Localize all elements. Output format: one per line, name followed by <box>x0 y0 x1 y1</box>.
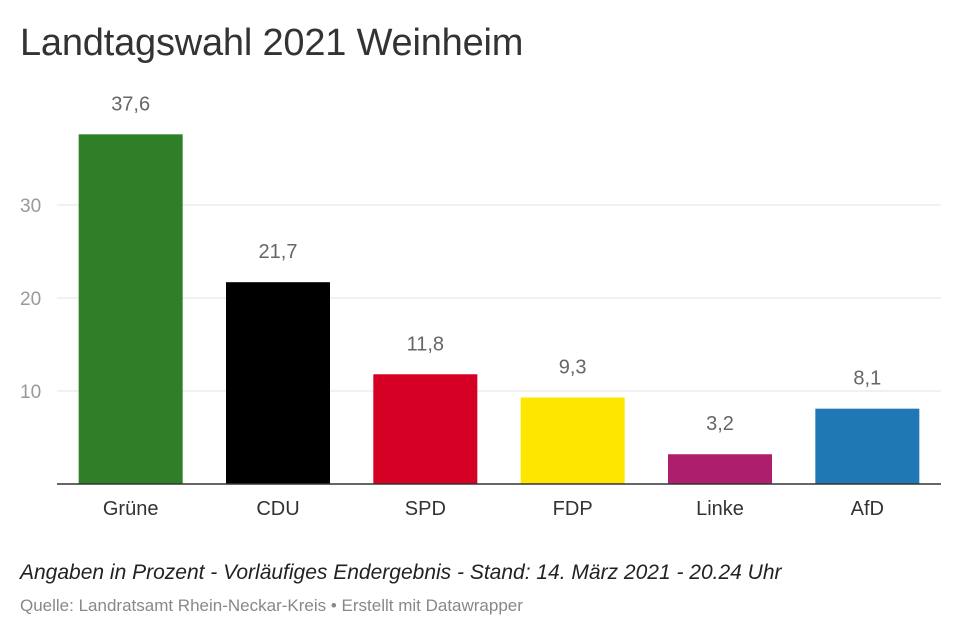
category-labels: Grüne CDU SPD FDP Linke AfD <box>103 498 884 520</box>
bar-spd <box>373 374 478 484</box>
category-label-cdu: CDU <box>256 498 299 520</box>
category-label-spd: SPD <box>405 498 446 520</box>
category-label-afd: AfD <box>851 498 884 520</box>
value-label-fdp: 9,3 <box>559 357 587 379</box>
chart-source: Quelle: Landratsamt Rhein-Neckar-Kreis •… <box>20 596 523 615</box>
value-label-cdu: 21,7 <box>259 241 298 263</box>
category-label-linke: Linke <box>696 498 744 520</box>
value-labels: 37,6 21,7 11,8 9,3 3,2 8,1 <box>111 93 881 435</box>
value-label-spd: 11,8 <box>407 333 444 355</box>
chart-note: Angaben in Prozent - Vorläufiges Enderge… <box>20 561 782 584</box>
bar-linke <box>668 454 772 484</box>
bar-afd <box>815 408 920 484</box>
bar-gr-ne <box>78 134 183 484</box>
value-label-gr-ne: 37,6 <box>111 93 150 115</box>
value-label-afd: 8,1 <box>853 368 881 390</box>
chart-title: Landtagswahl 2021 Weinheim <box>20 22 524 64</box>
bar-fdp <box>520 397 625 484</box>
y-tick-label-10: 10 <box>20 382 41 403</box>
bars <box>78 134 920 484</box>
y-axis-tick-labels: 10 20 30 <box>20 196 41 403</box>
value-label-linke: 3,2 <box>706 413 734 435</box>
bar-chart: 10 20 30 37,6 21,7 11,8 9,3 3,2 8,1 Grüne CDU SPD… <box>20 93 941 520</box>
category-label-fdp: FDP <box>553 498 593 520</box>
y-tick-label-20: 20 <box>20 289 41 310</box>
y-tick-label-30: 30 <box>20 196 41 217</box>
category-label-gr-ne: Grüne <box>103 498 159 520</box>
bar-cdu <box>226 282 330 484</box>
gridlines <box>57 204 941 392</box>
